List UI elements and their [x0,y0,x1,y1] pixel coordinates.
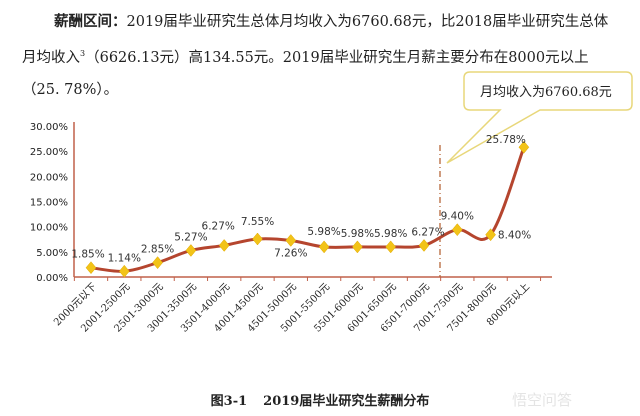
data-label: 9.40% [441,211,474,223]
data-label: 5.98% [374,228,407,240]
y-tick-label: 30.00% [30,122,68,133]
figure-title: 2019届毕业研究生薪酬分布 [263,394,430,409]
data-point-marker [185,244,197,257]
data-point-marker [518,140,530,154]
data-label: 2.85% [141,244,174,256]
data-label: 5.27% [174,231,207,243]
y-tick-label: 0.00% [36,273,68,284]
callout-text: 月均收入为6760.68元 [480,85,612,100]
data-point-marker [285,234,297,247]
data-point-marker [485,228,496,242]
data-point-marker [385,240,397,254]
data-label: 6.27% [202,220,235,232]
data-label: 25.78% [486,134,526,146]
data-point-marker [252,232,263,246]
data-point-marker [318,240,330,254]
paragraph-text-1: 2019届毕业研究生总体月均收入为6760.68元，比2018届毕业研究生总体月… [22,14,609,66]
data-point-marker [218,239,230,252]
y-tick-label: 5.00% [36,248,68,259]
data-label: 1.14% [108,252,141,264]
data-label: 7.55% [241,216,274,228]
paragraph-text-2: （6626.13元）高134.55元。2019届毕业研究生月薪主要分布在8000… [22,49,589,98]
paragraph-lead: 薪酬区间： [54,13,127,30]
y-tick-label: 10.00% [30,223,68,234]
y-tick-label: 25.00% [30,147,68,158]
data-label: 7.26% [274,247,307,259]
data-label: 1.85% [71,249,104,261]
y-tick-label: 15.00% [30,198,68,209]
data-point-marker [85,261,97,275]
data-label: 8.40% [498,230,531,242]
data-point-marker [118,264,130,278]
salary-paragraph: 薪酬区间：2019届毕业研究生总体月均收入为6760.68元，比2018届毕业研… [22,6,622,106]
data-label: 5.98% [307,226,340,238]
figure-caption: 图3-1 2019届毕业研究生薪酬分布 [0,390,640,409]
data-label: 6.27% [411,226,444,238]
data-point-marker [451,223,463,237]
data-label: 5.98% [341,228,374,240]
data-point-marker [152,256,163,270]
y-tick-label: 20.00% [30,172,68,183]
watermark: 悟空问答 [512,391,573,409]
callout-box [446,71,633,164]
figure-number: 图3-1 [210,394,248,409]
data-point-marker [352,240,363,254]
data-point-marker [418,239,430,252]
footnote-mark: 3 [80,49,86,58]
